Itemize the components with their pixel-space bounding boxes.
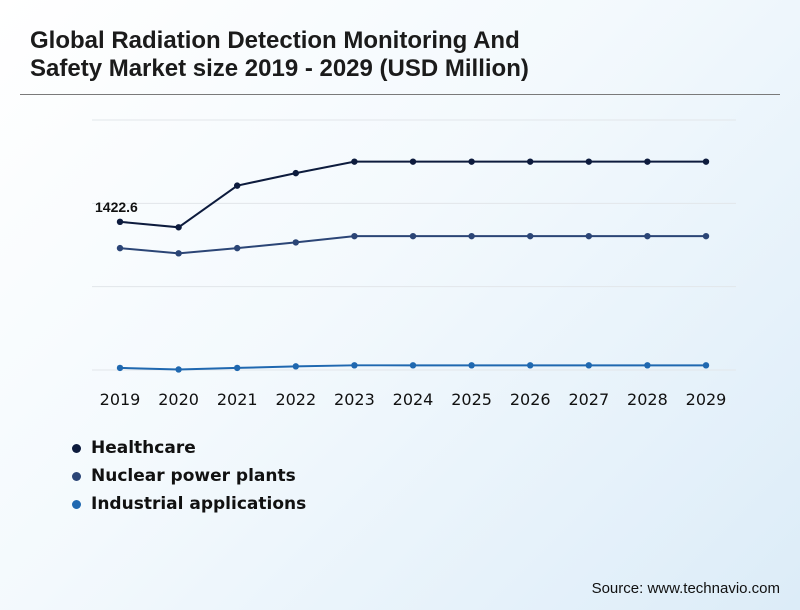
data-point-industrial-applications-2026 <box>527 362 534 369</box>
data-point-healthcare-2027 <box>585 158 592 165</box>
data-point-nuclear-power-plants-2021 <box>234 244 241 252</box>
x-tick-label-2022: 2022 <box>275 390 316 409</box>
data-point-industrial-applications-2023 <box>351 362 358 369</box>
data-point-nuclear-power-plants-2028 <box>644 232 651 240</box>
data-point-industrial-applications-2019 <box>116 364 124 372</box>
chart-title: Global Radiation Detection Monitoring An… <box>30 27 770 83</box>
x-tick-label-2029: 2029 <box>686 390 727 409</box>
legend-item-healthcare: Healthcare <box>72 434 306 462</box>
line-chart: 2019 2020 2021 2022 2023 2024 2025 2026 2027 2028… <box>92 119 736 409</box>
data-point-industrial-applications-2029 <box>702 362 710 369</box>
legend-item-nuclear-power-plants: Nuclear power plants <box>72 462 306 490</box>
data-point-nuclear-power-plants-2023 <box>351 232 358 240</box>
legend-label-healthcare: Healthcare <box>91 438 196 458</box>
data-point-nuclear-power-plants-2020 <box>175 250 182 257</box>
data-point-healthcare-2023 <box>351 158 358 165</box>
x-tick-label-2020: 2020 <box>158 390 199 409</box>
data-label-0: 1422.6 <box>95 199 138 215</box>
x-tick-label-2026: 2026 <box>510 390 551 409</box>
data-point-industrial-applications-2028 <box>644 362 651 369</box>
data-point-healthcare-2026 <box>527 158 534 165</box>
data-point-nuclear-power-plants-2026 <box>527 232 534 240</box>
x-tick-label-2025: 2025 <box>451 390 492 409</box>
data-point-healthcare-2025 <box>468 158 475 165</box>
data-point-nuclear-power-plants-2019 <box>116 244 124 252</box>
data-point-healthcare-2019 <box>116 218 124 226</box>
legend-marker-healthcare <box>72 443 81 453</box>
data-point-industrial-applications-2027 <box>585 362 592 369</box>
data-point-industrial-applications-2022 <box>292 363 299 370</box>
legend-marker-nuclear-power-plants <box>72 471 81 481</box>
x-tick-label-2023: 2023 <box>334 390 375 409</box>
data-point-nuclear-power-plants-2027 <box>585 232 592 240</box>
legend-label-nuclear-power-plants: Nuclear power plants <box>91 466 296 486</box>
legend: Healthcare Nuclear power plants Industri… <box>72 434 306 518</box>
data-point-industrial-applications-2021 <box>234 364 241 372</box>
data-point-nuclear-power-plants-2029 <box>702 232 710 240</box>
data-point-industrial-applications-2025 <box>468 362 475 369</box>
x-tick-label-2027: 2027 <box>568 390 609 409</box>
data-point-healthcare-2028 <box>644 158 651 165</box>
x-tick-label-2019: 2019 <box>100 390 141 409</box>
data-point-industrial-applications-2020 <box>175 366 182 373</box>
data-point-healthcare-2020 <box>175 224 182 231</box>
title-divider <box>20 94 780 95</box>
title-line-2: Safety Market size 2019 - 2029 (USD Mill… <box>30 55 529 82</box>
x-tick-label-2021: 2021 <box>217 390 258 409</box>
series-line-healthcare <box>119 160 706 229</box>
data-point-industrial-applications-2024 <box>409 362 417 369</box>
data-point-healthcare-2021 <box>234 182 241 189</box>
data-point-nuclear-power-plants-2025 <box>468 232 475 240</box>
data-point-nuclear-power-plants-2024 <box>409 232 417 240</box>
source-credit: Source: www.technavio.com <box>591 580 780 597</box>
data-point-healthcare-2022 <box>292 169 299 177</box>
x-tick-label-2028: 2028 <box>627 390 668 409</box>
title-line-1: Global Radiation Detection Monitoring An… <box>30 27 520 54</box>
legend-label-industrial-applications: Industrial applications <box>91 494 307 514</box>
legend-marker-industrial-applications <box>72 499 81 509</box>
data-point-healthcare-2024 <box>409 158 417 165</box>
legend-item-industrial-applications: Industrial applications <box>72 490 306 518</box>
data-point-healthcare-2029 <box>702 158 710 165</box>
x-tick-label-2024: 2024 <box>393 390 434 409</box>
data-point-nuclear-power-plants-2022 <box>292 239 299 246</box>
